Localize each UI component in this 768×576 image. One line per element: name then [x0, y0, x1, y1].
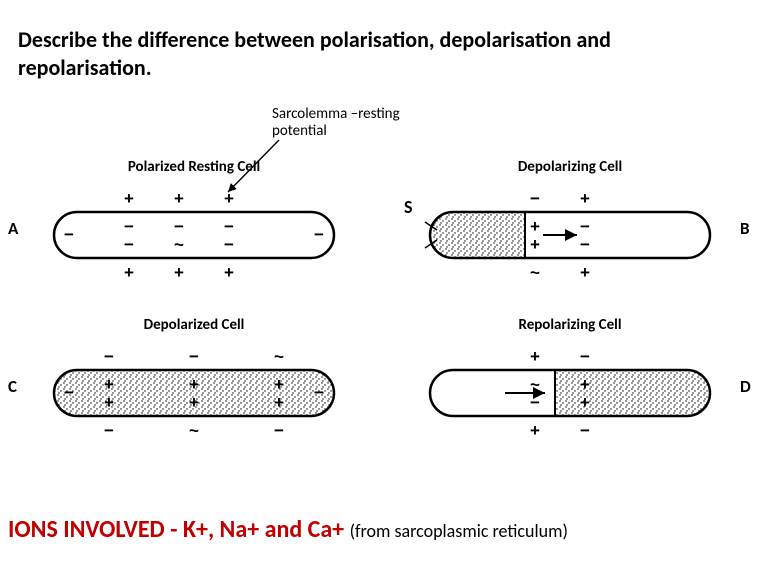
cell-A: Polarized Resting Cell +++ +++ − −−− −~−…	[34, 158, 354, 282]
svg-text:~: ~	[189, 421, 199, 440]
cell-C-diagram: −−~ −~− − +++ +++ −	[39, 340, 349, 440]
svg-text:−: −	[580, 217, 590, 236]
svg-text:−: −	[530, 393, 540, 412]
svg-text:−: −	[224, 217, 234, 236]
svg-text:+: +	[580, 393, 590, 412]
svg-text:+: +	[189, 375, 199, 394]
cell-C: Depolarized Cell −−~ −~− − +++ +++ −	[34, 316, 354, 440]
svg-text:+: +	[104, 375, 114, 394]
ions-involved: IONS INVOLVED - K+, Na+ and Ca+ (from sa…	[8, 515, 568, 544]
cell-D-diagram: + − + − ~ + − +	[415, 340, 725, 440]
svg-text:+: +	[124, 189, 134, 208]
sarcolemma-label: Sarcolemma –resting potential	[272, 106, 452, 139]
ions-main: IONS INVOLVED - K+, Na+ and Ca+	[8, 515, 350, 544]
svg-text:−: −	[189, 347, 199, 366]
svg-text:+: +	[580, 263, 590, 282]
cell-A-title: Polarized Resting Cell	[34, 158, 354, 176]
svg-text:−: −	[580, 347, 590, 366]
svg-text:−: −	[580, 421, 590, 440]
svg-text:−: −	[104, 421, 114, 440]
cell-D: Repolarizing Cell + − + −	[410, 316, 730, 440]
cell-C-title: Depolarized Cell	[34, 316, 354, 334]
question-text: Describe the difference between polarisa…	[18, 26, 658, 81]
svg-text:+: +	[174, 189, 184, 208]
row-label-A: A	[8, 218, 18, 239]
cell-B-title: Depolarizing Cell	[410, 158, 730, 176]
svg-text:~: ~	[530, 263, 540, 282]
svg-text:−: −	[64, 383, 74, 402]
svg-text:+: +	[224, 263, 234, 282]
svg-text:+: +	[104, 393, 114, 412]
svg-text:+: +	[274, 393, 284, 412]
svg-text:−: −	[274, 421, 284, 440]
svg-text:−: −	[580, 235, 590, 254]
row-label-C: C	[8, 376, 17, 397]
svg-text:+: +	[530, 421, 540, 440]
svg-text:−: −	[224, 235, 234, 254]
ions-sub: (from sarcoplasmic reticulum)	[350, 520, 568, 542]
svg-text:−: −	[314, 383, 324, 402]
svg-text:−: −	[124, 235, 134, 254]
svg-text:+: +	[274, 375, 284, 394]
svg-text:~: ~	[274, 347, 284, 366]
svg-text:+: +	[174, 263, 184, 282]
svg-text:+: +	[530, 347, 540, 366]
row-label-D: D	[740, 376, 751, 397]
svg-text:−: −	[530, 189, 540, 208]
svg-text:+: +	[530, 217, 540, 236]
cell-B-diagram: − + ~ + + − + −	[415, 182, 725, 282]
cell-grid: A B C D S Polarized Resting Cell +++ +++…	[0, 158, 768, 458]
svg-text:−: −	[104, 347, 114, 366]
cell-D-title: Repolarizing Cell	[410, 316, 730, 334]
svg-text:−: −	[314, 225, 324, 244]
svg-text:−: −	[174, 217, 184, 236]
svg-text:−: −	[64, 225, 74, 244]
svg-text:+: +	[224, 189, 234, 208]
svg-text:+: +	[530, 235, 540, 254]
svg-text:−: −	[124, 217, 134, 236]
svg-text:~: ~	[174, 235, 184, 254]
row-label-B: B	[740, 218, 750, 239]
svg-text:+: +	[580, 375, 590, 394]
cell-A-diagram: +++ +++ − −−− −~− −	[39, 182, 349, 282]
svg-text:+: +	[580, 189, 590, 208]
cell-B: Depolarizing Cell − + ~ +	[410, 158, 730, 282]
svg-text:+: +	[189, 393, 199, 412]
svg-text:+: +	[124, 263, 134, 282]
svg-text:~: ~	[530, 375, 540, 394]
